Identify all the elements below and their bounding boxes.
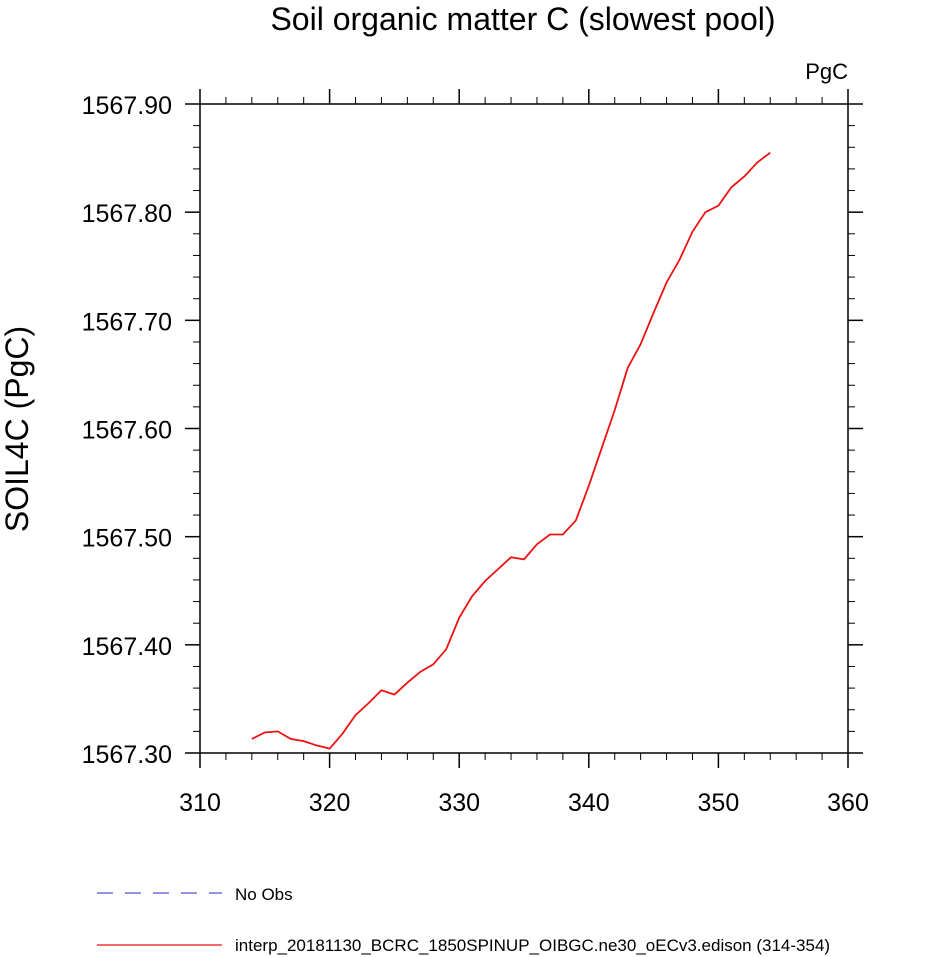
x-tick-label: 360 bbox=[827, 789, 869, 817]
y-tick-label: 1567.70 bbox=[82, 308, 172, 336]
legend: No Obs interp_20181130_BCRC_1850SPINUP_O… bbox=[97, 885, 830, 955]
y-tick-label: 1567.50 bbox=[82, 525, 172, 553]
units-label: PgC bbox=[805, 59, 848, 84]
x-tick-label: 310 bbox=[179, 789, 221, 817]
minor-ticks bbox=[193, 97, 855, 760]
legend-label-model: interp_20181130_BCRC_1850SPINUP_OIBGC.ne… bbox=[235, 936, 830, 955]
y-axis-label: SOIL4C (PgC) bbox=[0, 326, 35, 532]
series-line-1 bbox=[251, 151, 771, 750]
chart-title: Soil organic matter C (slowest pool) bbox=[270, 1, 775, 37]
x-tick-label: 340 bbox=[568, 789, 610, 817]
y-tick-label: 1567.60 bbox=[82, 417, 172, 445]
major-ticks bbox=[185, 89, 863, 768]
y-tick-label: 1567.80 bbox=[82, 200, 172, 228]
x-tick-labels: 310 320 330 340 350 360 bbox=[179, 789, 869, 817]
x-tick-label: 330 bbox=[438, 789, 480, 817]
y-tick-label: 1567.90 bbox=[82, 92, 172, 120]
y-tick-label: 1567.30 bbox=[82, 741, 172, 769]
series-layer bbox=[251, 151, 771, 750]
legend-label-no-obs: No Obs bbox=[235, 885, 293, 904]
y-tick-labels: 1567.30 1567.40 1567.50 1567.60 1567.70 1567.… bbox=[82, 92, 172, 769]
plot-frame bbox=[199, 103, 849, 754]
y-tick-label: 1567.40 bbox=[82, 633, 172, 661]
x-tick-label: 320 bbox=[309, 789, 351, 817]
x-tick-label: 350 bbox=[698, 789, 740, 817]
